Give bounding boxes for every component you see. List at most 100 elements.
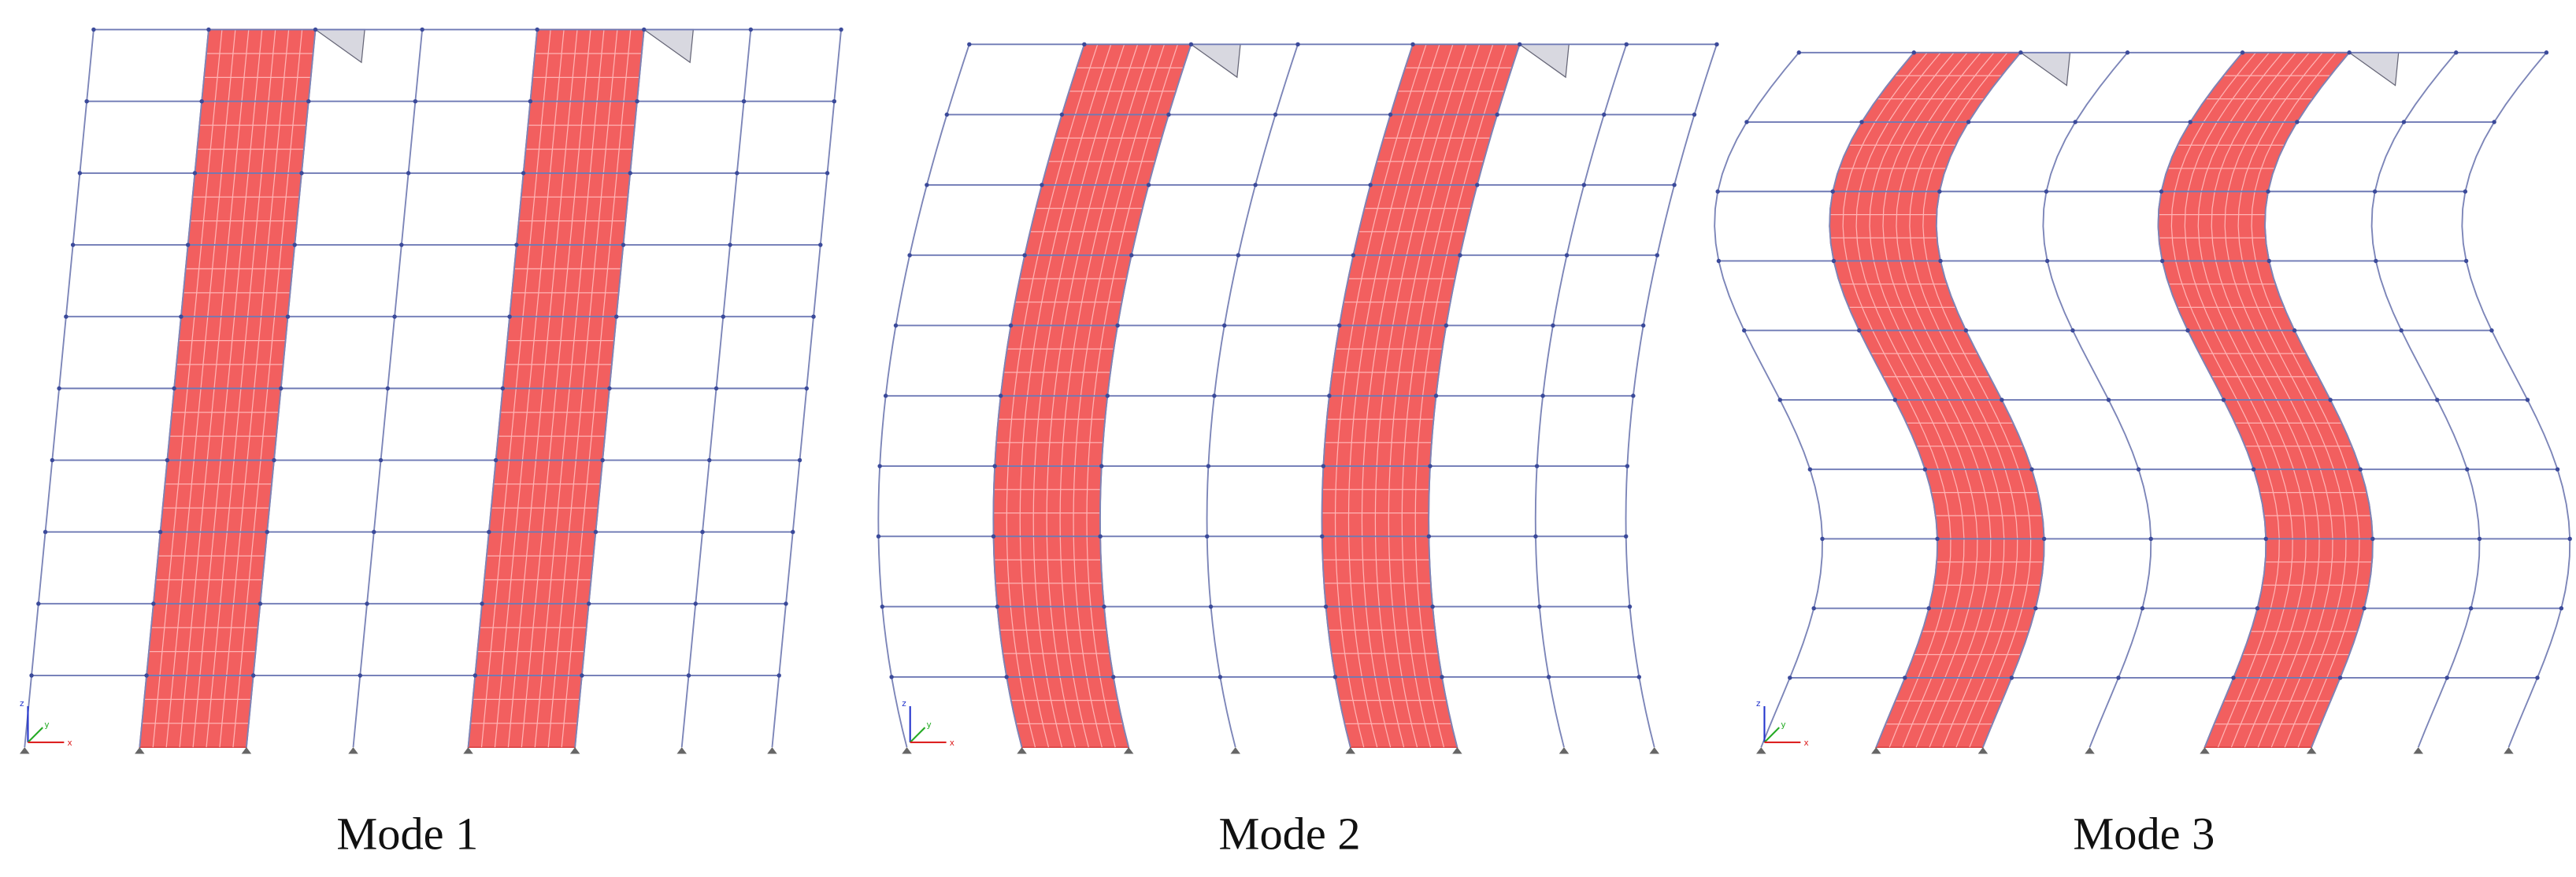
node [1428,464,1433,468]
node [272,457,276,463]
node [165,457,170,463]
node [500,386,506,391]
top-bracket [313,28,365,64]
node [2347,50,2352,55]
node [1111,675,1116,679]
node [880,604,885,609]
node [480,601,484,606]
node [741,99,747,104]
node [995,604,1000,609]
node [84,99,89,104]
node [2106,398,2111,402]
node [1388,112,1393,117]
node [279,386,284,391]
node [250,673,256,678]
node [2435,398,2440,402]
node [2018,50,2023,55]
node [2477,536,2482,542]
node [57,386,61,391]
node [1166,112,1171,117]
node [2266,189,2270,194]
node [944,112,950,117]
node [91,27,96,32]
node [2221,398,2226,402]
node [991,534,996,539]
node [2401,120,2407,124]
node [1222,323,1227,328]
node [1295,42,1300,47]
node [1540,394,1545,398]
top-bracket [2018,52,2071,87]
node [2251,467,2256,472]
node [2044,189,2049,194]
node [2140,605,2145,611]
column-line [1625,44,1718,748]
triad-label: x [1804,738,1809,748]
node [2159,189,2164,194]
node [2255,605,2260,611]
support [676,747,687,754]
node [487,529,491,535]
triad-label: z [902,699,906,709]
node [2465,467,2470,472]
node [1624,42,1629,47]
node [1205,534,1210,539]
node [1546,675,1551,679]
node [693,601,698,606]
node [2559,605,2564,611]
node [700,529,705,535]
node [686,673,691,678]
node [64,314,69,319]
node [1715,189,1720,194]
node [420,27,424,32]
mode-panel: z y x Mode 3 [1714,50,2572,860]
node [607,386,612,391]
node [1811,605,1816,611]
node [1830,189,1835,194]
node [728,242,732,247]
node [832,99,837,104]
node [179,314,183,319]
node [365,601,369,606]
support [241,747,252,754]
node [2337,675,2343,680]
node [876,534,881,539]
node [1922,467,1928,472]
node [299,171,304,176]
top-bracket [642,28,695,64]
node [2000,398,2004,402]
node [2328,398,2333,402]
node [2033,605,2038,611]
node [811,314,816,319]
support [902,747,912,754]
node [784,601,788,606]
node [1581,183,1587,187]
support [1123,747,1134,754]
node [2148,536,2153,542]
node [285,314,291,319]
node [1495,112,1499,117]
triad-label: y [927,720,932,730]
node [1517,42,1522,47]
node [514,242,519,247]
node [1892,398,1898,402]
node [1938,258,1943,264]
node [586,601,591,606]
node [1218,675,1223,679]
support [2413,747,2423,754]
node [1788,675,1792,680]
node [600,457,605,463]
node [642,27,647,32]
node [1796,50,1801,55]
node [1206,464,1211,468]
node [748,27,754,32]
node [399,242,404,247]
node [804,386,809,391]
node [1537,604,1542,609]
node [1430,604,1435,609]
node [2136,467,2141,472]
node [358,673,362,678]
node [925,183,929,187]
node [2370,536,2375,542]
